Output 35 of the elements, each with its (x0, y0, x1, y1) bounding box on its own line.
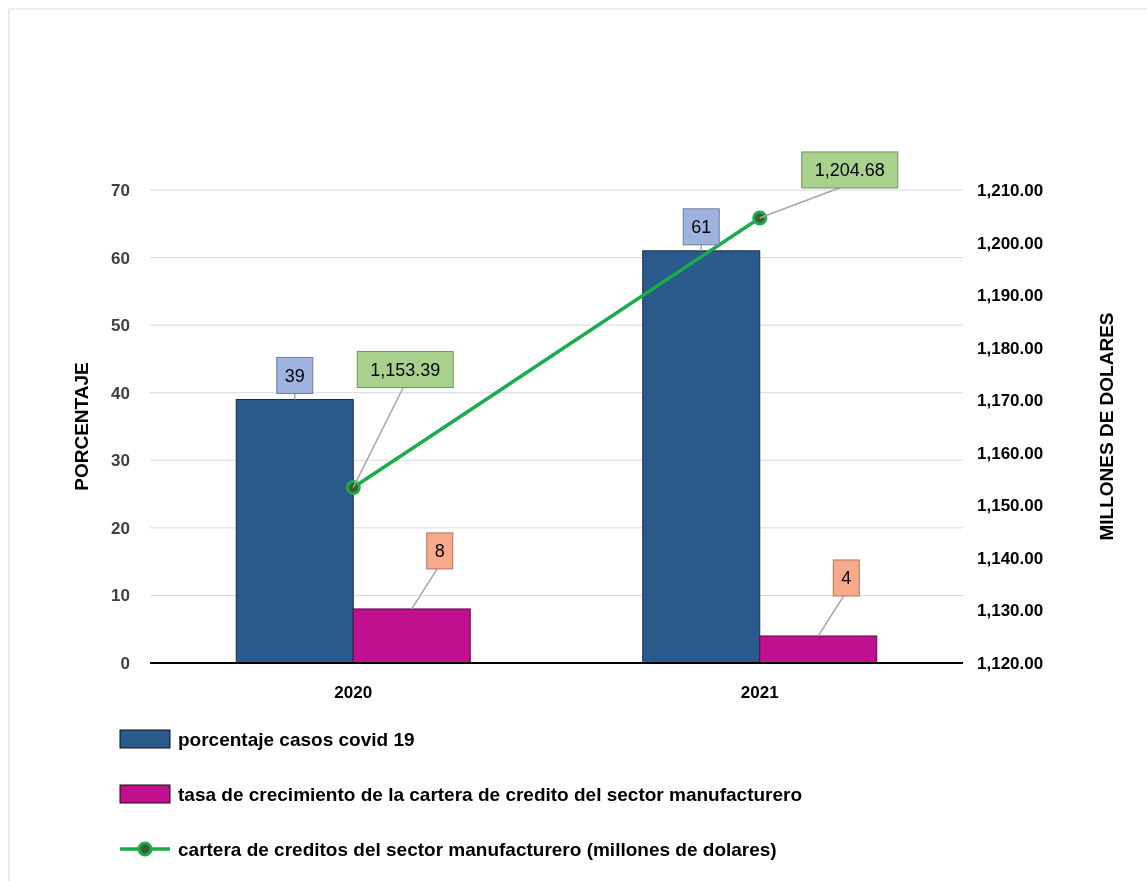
legend-label: cartera de creditos del sector manufacturero (millones de dolares) (178, 838, 777, 860)
y-tick-label: 0 (120, 653, 130, 673)
bar (352, 608, 471, 664)
x-tick-label: 2020 (334, 683, 373, 702)
y-tick-label: 60 (111, 248, 130, 268)
y-tick-label: 50 (111, 316, 130, 336)
bar (642, 250, 761, 664)
y-tick-label: 20 (111, 518, 130, 538)
legend-label: porcentaje casos covid 19 (178, 728, 415, 750)
y2-tick-label: 1,120.00 (977, 653, 1044, 673)
y-tick-label: 10 (111, 586, 130, 606)
y2-axis-title: MILLONES DE DOLARES (1096, 312, 1117, 541)
y2-tick-label: 1,210.00 (977, 180, 1044, 200)
data-label: 8 (434, 541, 445, 562)
legend-label: tasa de crecimiento de la cartera de credito del sector manufacturero (178, 783, 803, 805)
x-tick-label: 2021 (740, 683, 779, 702)
y2-tick-label: 1,190.00 (977, 286, 1044, 306)
y-tick-label: 30 (111, 451, 130, 471)
y2-tick-label: 1,150.00 (977, 496, 1044, 516)
y2-tick-label: 1,140.00 (977, 548, 1044, 568)
y2-tick-label: 1,170.00 (977, 391, 1044, 411)
y-axis-title: PORCENTAJE (71, 362, 92, 491)
data-label: 4 (841, 568, 852, 589)
y2-tick-label: 1,160.00 (977, 443, 1044, 463)
data-label: 1,153.39 (370, 359, 441, 380)
y-tick-label: 70 (111, 180, 130, 200)
y2-tick-label: 1,200.00 (977, 233, 1044, 253)
bar (759, 635, 878, 664)
data-label: 61 (691, 217, 712, 238)
y-tick-label: 40 (111, 383, 130, 403)
bar (235, 398, 354, 664)
y2-tick-label: 1,180.00 (977, 338, 1044, 358)
data-label: 1,204.68 (814, 160, 885, 181)
data-label: 39 (284, 365, 305, 386)
y2-tick-label: 1,130.00 (977, 601, 1044, 621)
